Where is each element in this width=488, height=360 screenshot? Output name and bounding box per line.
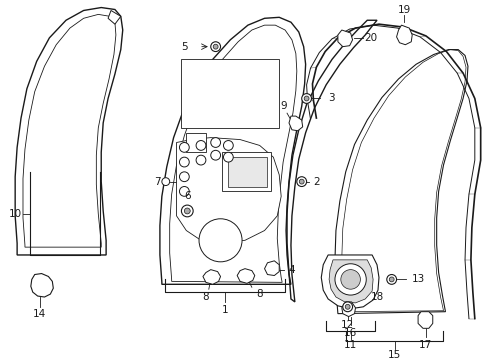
Text: 13: 13 (410, 274, 424, 284)
Text: 14: 14 (33, 309, 46, 319)
Circle shape (179, 143, 189, 152)
Circle shape (301, 94, 311, 103)
Polygon shape (337, 30, 352, 47)
Polygon shape (264, 261, 279, 275)
Text: 9: 9 (280, 101, 287, 111)
Circle shape (199, 219, 242, 262)
Polygon shape (181, 59, 279, 128)
Text: 8: 8 (256, 289, 263, 299)
Circle shape (223, 152, 233, 162)
Circle shape (386, 275, 396, 284)
Circle shape (179, 172, 189, 181)
Circle shape (296, 177, 306, 186)
Circle shape (299, 179, 304, 184)
Text: 16: 16 (343, 328, 357, 338)
Text: 11: 11 (343, 340, 357, 350)
Text: 6: 6 (183, 191, 190, 201)
Text: 5: 5 (181, 42, 187, 51)
Circle shape (181, 205, 193, 217)
Circle shape (162, 178, 169, 185)
Circle shape (196, 155, 205, 165)
Polygon shape (396, 25, 411, 45)
Circle shape (210, 42, 220, 51)
Text: 15: 15 (387, 350, 401, 360)
Text: 10: 10 (9, 209, 21, 219)
Circle shape (210, 138, 220, 147)
Text: 1: 1 (222, 305, 228, 315)
Polygon shape (288, 116, 302, 131)
Polygon shape (321, 255, 378, 309)
Polygon shape (222, 152, 271, 192)
Polygon shape (203, 270, 220, 284)
Circle shape (345, 304, 349, 309)
Circle shape (210, 150, 220, 160)
Text: 4: 4 (288, 265, 295, 275)
Text: 2: 2 (312, 177, 319, 186)
Polygon shape (328, 260, 372, 303)
Text: 18: 18 (369, 292, 383, 302)
Circle shape (342, 302, 352, 312)
Circle shape (213, 44, 218, 49)
Polygon shape (108, 10, 121, 24)
Circle shape (179, 157, 189, 167)
Circle shape (340, 270, 360, 289)
Circle shape (223, 140, 233, 150)
Circle shape (388, 277, 393, 282)
Circle shape (179, 186, 189, 196)
Polygon shape (341, 302, 355, 316)
Circle shape (196, 140, 205, 150)
Text: 12: 12 (340, 320, 354, 330)
Circle shape (184, 208, 190, 214)
Polygon shape (31, 274, 53, 297)
Circle shape (334, 264, 366, 295)
Circle shape (304, 96, 308, 101)
Text: 20: 20 (364, 33, 377, 43)
Polygon shape (186, 133, 205, 152)
Text: 17: 17 (418, 340, 432, 350)
Polygon shape (417, 312, 432, 328)
Polygon shape (237, 269, 254, 283)
Text: 19: 19 (397, 5, 410, 15)
Polygon shape (176, 138, 281, 243)
Text: 8: 8 (202, 292, 209, 302)
Polygon shape (228, 157, 266, 186)
Text: 7: 7 (153, 177, 160, 186)
Text: 3: 3 (327, 94, 334, 103)
